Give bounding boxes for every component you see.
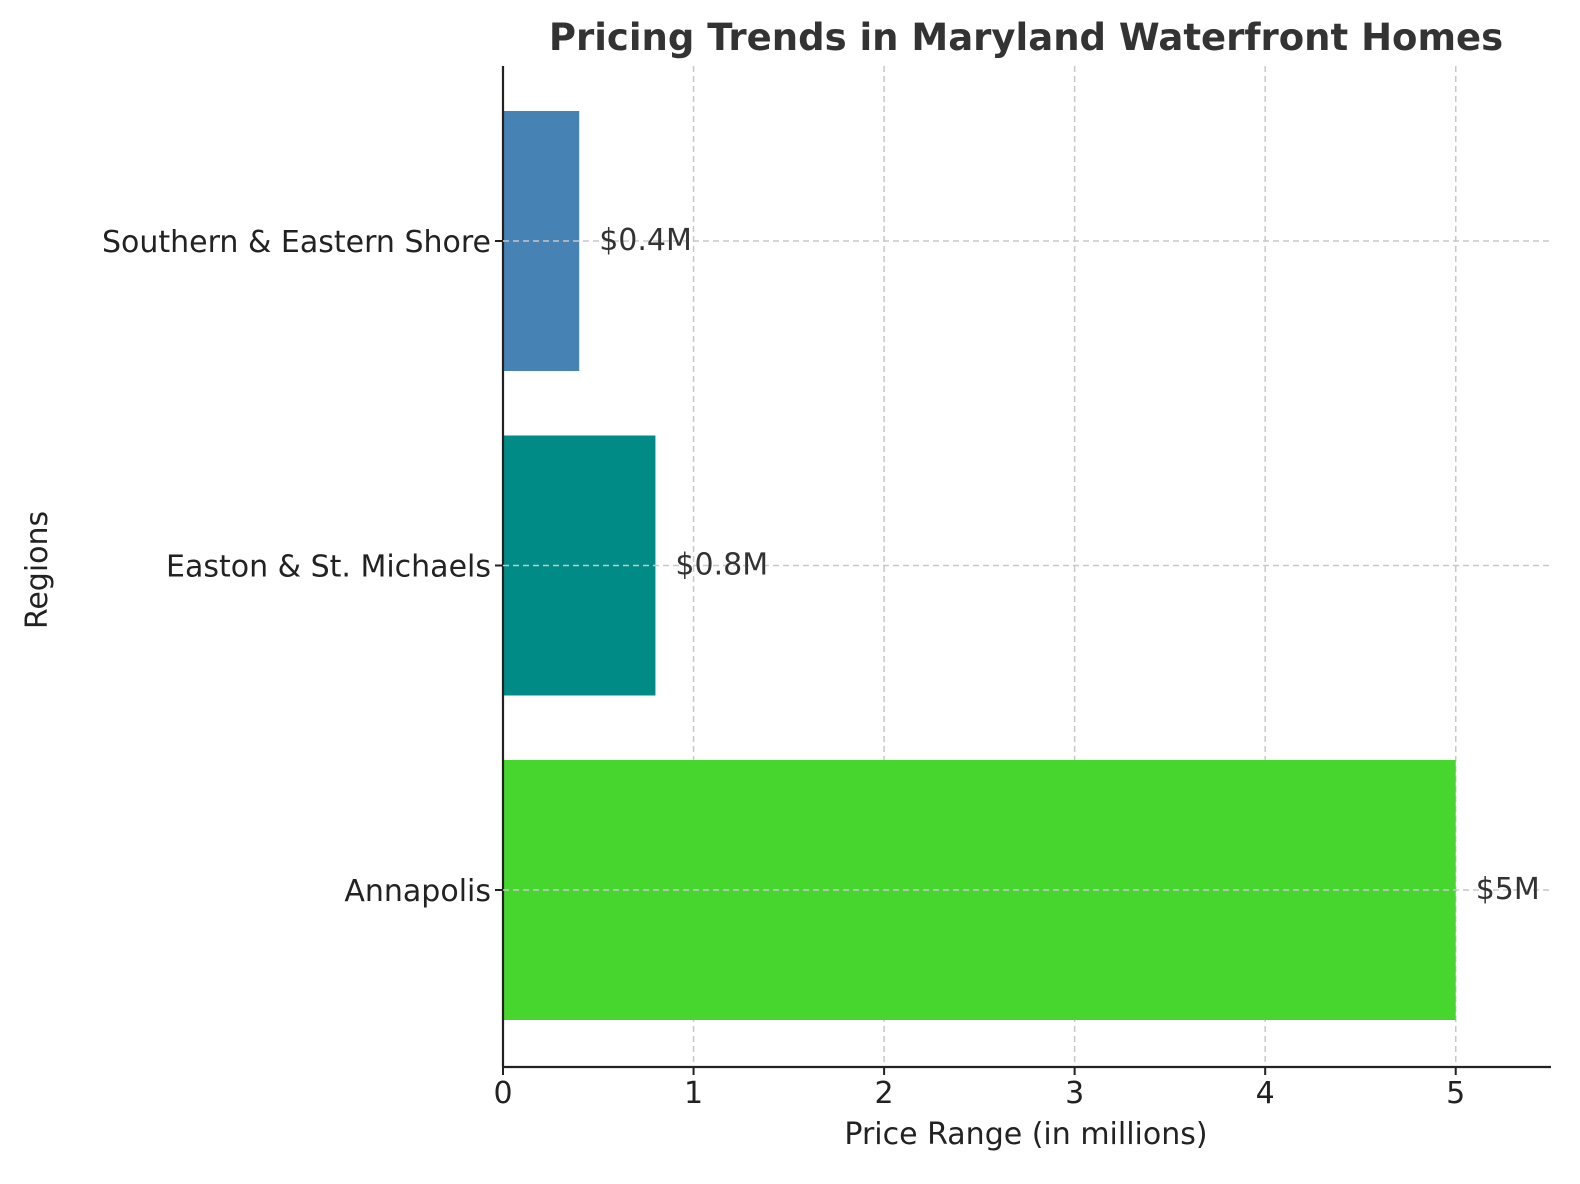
- y-tick-label: Southern & Eastern Shore: [102, 225, 491, 260]
- x-tick-label: 3: [1065, 1076, 1084, 1111]
- y-axis-title: Regions: [20, 511, 55, 629]
- x-axis-title: Price Range (in millions): [844, 1117, 1207, 1152]
- x-tick-label: 2: [875, 1076, 894, 1111]
- data-labels: $5M $0.8M $0.4M: [503, 223, 1551, 907]
- x-tick-label: 1: [684, 1076, 703, 1111]
- x-tick-label: 4: [1256, 1076, 1275, 1111]
- y-tick-label: Easton & St. Michaels: [166, 550, 491, 585]
- y-tick-label: Annapolis: [344, 874, 491, 909]
- bar-value-label: $0.8M: [675, 548, 768, 583]
- chart-title: Pricing Trends in Maryland Waterfront Ho…: [549, 16, 1503, 59]
- x-tick-label: 0: [493, 1076, 512, 1111]
- x-tick-label: 5: [1446, 1076, 1465, 1111]
- bar-value-label: $5M: [1476, 872, 1540, 907]
- ticks: 0 1 2 3 4 5 Annapolis Easton & St. Michaels Sout…: [102, 225, 1465, 1111]
- bar-value-label: $0.4M: [599, 223, 692, 258]
